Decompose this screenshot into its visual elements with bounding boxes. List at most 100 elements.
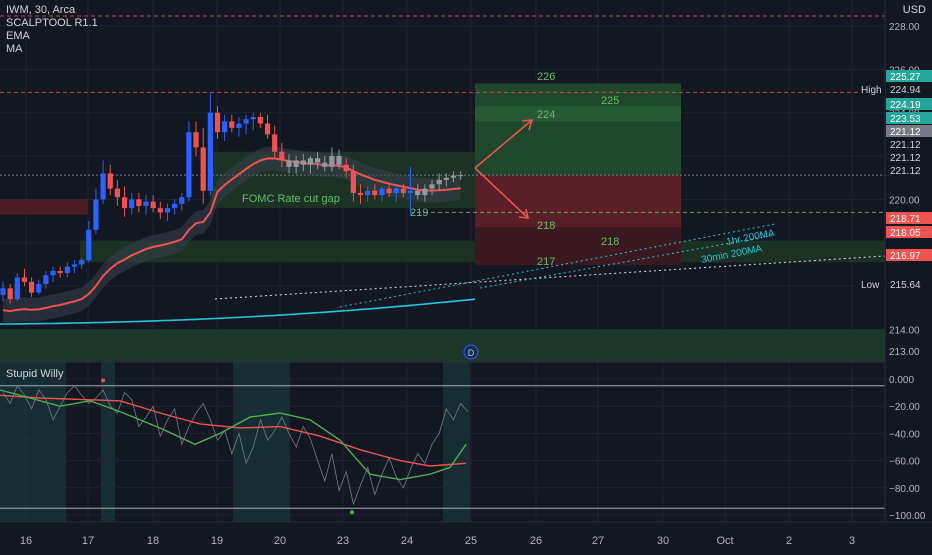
candle-body [415, 190, 421, 196]
candle-body [179, 197, 185, 204]
candle-body [43, 275, 49, 284]
price-tag-value: 225.27 [890, 72, 921, 83]
osc-y-tick-label: −100.00 [889, 511, 926, 522]
indicator-ema[interactable]: EMA [6, 30, 30, 42]
candle-body [50, 270, 56, 276]
price-tag-bg [886, 249, 932, 261]
arrow-up-head [521, 119, 534, 131]
candle-body [200, 147, 206, 191]
candle-body [264, 123, 271, 135]
candle-body [64, 266, 70, 274]
arrow-down-head [518, 208, 530, 219]
candle-body [279, 151, 285, 161]
price-tag-bg [886, 112, 932, 124]
x-tick-label: 19 [211, 535, 223, 547]
candle-body [79, 260, 85, 265]
candle-body [0, 288, 6, 295]
x-tick-label: 25 [465, 535, 477, 547]
price-tag-value: 224.94 [890, 85, 921, 96]
price-tag-bg [886, 151, 932, 163]
ema-band [3, 146, 461, 324]
candle-body [393, 188, 399, 193]
price-tag-value: 221.12 [890, 127, 921, 138]
target-zone [475, 83, 681, 176]
candle-body [307, 158, 314, 165]
projection-label: 226 [537, 71, 555, 83]
price-tag-value: 218.71 [890, 214, 921, 225]
candle-body [157, 208, 163, 213]
candle-body [372, 190, 378, 196]
candle-body [207, 112, 213, 191]
symbol-label[interactable]: IWM, 30, Arca [6, 4, 76, 16]
candle-body [100, 173, 106, 200]
trendline-white [214, 255, 886, 300]
x-tick-label: Oct [716, 535, 733, 547]
candle-body [386, 188, 392, 193]
candle-body [336, 156, 342, 165]
chart-legend: IWM, 30, Arca SCALPTOOL R1.1 EMA MA [6, 4, 98, 56]
osc-y-tick-label: −80.00 [889, 484, 920, 495]
osc-y-tick-label: −40.00 [889, 429, 920, 440]
indicator-scalptool[interactable]: SCALPTOOL R1.1 [6, 17, 98, 29]
projection-label: 219 [410, 207, 428, 219]
candle-body [236, 123, 242, 128]
indicator-ma[interactable]: MA [6, 43, 23, 55]
price-tag-value: 218.05 [890, 228, 921, 239]
candle-body [129, 199, 135, 209]
y-tick-label: 220.00 [889, 195, 920, 206]
currency-label[interactable]: USD [902, 4, 926, 16]
arrow-down-line [474, 167, 529, 219]
candle-body [214, 112, 221, 133]
candle-body [14, 277, 20, 300]
projection-label: 218 [601, 236, 619, 248]
candle-body [450, 175, 457, 178]
arrow-up-line [474, 119, 533, 169]
trendline-1hr-200ma [339, 223, 776, 308]
price-tag-bg [886, 70, 932, 82]
price-tag-bg [886, 138, 932, 150]
price-tag-bg [886, 226, 932, 238]
osc-y-tick-label: −60.00 [889, 457, 920, 468]
x-tick-label: 23 [337, 535, 349, 547]
price-tag-label: High [861, 85, 882, 96]
oscillator-label[interactable]: Stupid Willy [6, 368, 64, 380]
candle-body [21, 277, 28, 282]
candle-body [400, 188, 406, 193]
candle-body [429, 184, 435, 189]
candle-body [29, 281, 35, 293]
candle-body [93, 199, 99, 230]
candle-body [379, 188, 385, 196]
event-marker-label: D [468, 348, 475, 358]
projection-label: 224 [537, 109, 555, 121]
candle-body [7, 288, 13, 300]
y-tick-label: 213.00 [889, 347, 920, 358]
price-tag-value: 221.12 [890, 166, 921, 177]
candle-body [121, 197, 128, 209]
candle-body [365, 190, 371, 196]
candle-body [329, 156, 335, 167]
price-tag-value: 215.64 [890, 280, 921, 291]
resistance-zone [0, 199, 88, 215]
candle-body [57, 270, 63, 274]
price-tag-value: 216.97 [890, 251, 921, 262]
candle-body [315, 158, 321, 163]
candle-body [272, 134, 278, 152]
candle-body [243, 119, 249, 124]
candle-body [407, 190, 414, 193]
willy-main-line [0, 389, 467, 481]
price-tag-value: 221.12 [890, 153, 921, 164]
candle-body [229, 121, 235, 128]
willy-signal-line [0, 394, 467, 467]
candle-body [136, 199, 142, 206]
projection-label: 225 [601, 95, 619, 107]
fomc-gap-label: FOMC Rate cut gap [242, 193, 340, 205]
price-tag-value: 223.53 [890, 114, 921, 125]
candle-body [343, 164, 349, 172]
candle-body [193, 132, 199, 148]
x-tick-label: 27 [592, 535, 604, 547]
x-tick-label: 20 [274, 535, 286, 547]
candle-body [164, 208, 171, 213]
stop-zone-lower [475, 227, 681, 266]
